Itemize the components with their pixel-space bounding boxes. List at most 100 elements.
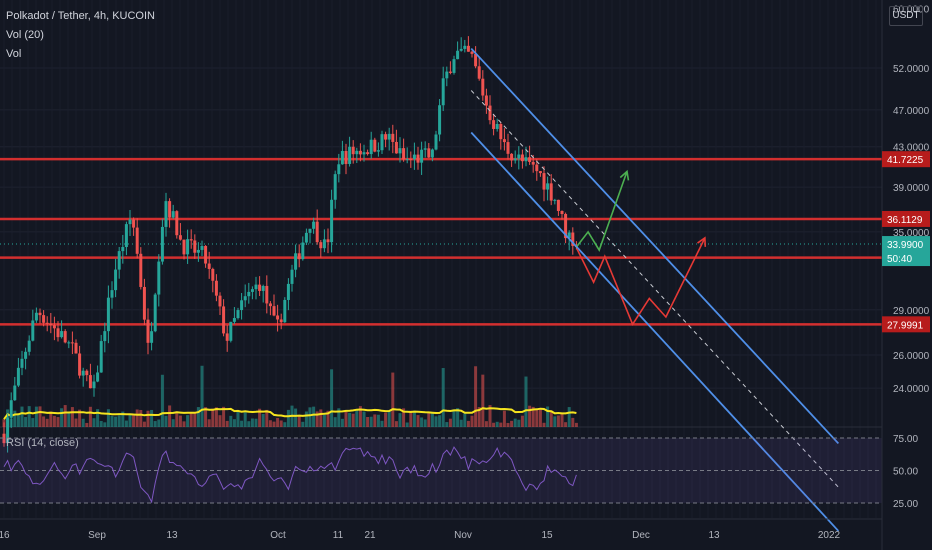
volume-label[interactable]: Vol	[6, 48, 22, 60]
price-tick-label: 24.0000	[893, 384, 930, 395]
volume-bar	[20, 406, 24, 427]
candle	[150, 331, 154, 343]
candle	[362, 152, 366, 155]
volume-bar	[394, 421, 398, 427]
candle	[358, 150, 362, 155]
volume-bar	[286, 409, 290, 427]
volume-bar	[250, 418, 254, 427]
symbol-title[interactable]: Polkadot / Tether, 4h, KUCOIN	[6, 10, 155, 22]
volume-bar	[427, 412, 431, 427]
volume-bar	[150, 409, 154, 427]
channel-mid-line	[470, 90, 839, 488]
candle	[186, 239, 190, 255]
candle	[52, 325, 56, 329]
volume-bar	[186, 415, 190, 427]
volume-bar	[387, 410, 391, 427]
volume-bar	[344, 411, 348, 427]
candle	[247, 291, 251, 297]
bar-countdown: 50:40	[887, 254, 912, 265]
candle	[96, 372, 100, 382]
volume-bar	[265, 409, 269, 427]
volume-bar	[31, 418, 35, 427]
level-price-label	[882, 210, 930, 227]
volume-bar	[463, 413, 467, 427]
candle	[250, 289, 254, 292]
candle	[124, 224, 128, 248]
volume-bar	[85, 422, 89, 427]
candle	[538, 171, 542, 174]
volume-bar	[254, 418, 258, 427]
candle	[45, 322, 49, 324]
price-axis[interactable]: 60.0000 52.0000 47.0000 43.0000 39.0000 35.00…	[881, 0, 932, 550]
candle	[70, 342, 74, 344]
volume-bar	[193, 412, 197, 427]
volume-bar	[24, 417, 28, 427]
time-tick-label: 2022	[818, 530, 841, 541]
volume-bar	[160, 374, 164, 427]
candle	[380, 134, 384, 151]
volume-bar	[348, 412, 352, 427]
volume-indicator-label[interactable]: Vol (20)	[6, 29, 44, 41]
volume-bar	[225, 420, 229, 427]
candle	[211, 268, 215, 281]
candle	[81, 370, 85, 376]
volume-bar	[366, 416, 370, 427]
candle	[88, 375, 92, 389]
currency-button[interactable]: USDT	[889, 6, 923, 26]
candle	[236, 310, 240, 319]
volume-bar	[301, 421, 305, 427]
volume-bar	[477, 406, 481, 427]
volume-bar	[135, 409, 139, 427]
candle	[225, 333, 229, 341]
candle	[114, 269, 118, 291]
volume-bar	[481, 374, 485, 427]
level-price-label	[882, 316, 930, 333]
candle	[182, 239, 186, 255]
volume-bar	[549, 410, 553, 427]
candle	[99, 341, 103, 373]
volume-bar	[211, 408, 215, 427]
rsi-label[interactable]: RSI (14, close)	[6, 437, 79, 449]
volume-bar	[240, 420, 244, 427]
candle	[567, 232, 571, 239]
candle	[340, 151, 344, 165]
candle	[517, 154, 521, 159]
support-resistance-levels[interactable]	[0, 157, 882, 326]
volume-bar	[326, 410, 330, 427]
volume-bar	[376, 414, 380, 427]
rsi-line	[3, 446, 577, 504]
volume-bar	[456, 408, 460, 427]
candle	[142, 286, 146, 320]
volume-bar	[474, 366, 478, 427]
candle	[261, 285, 265, 291]
candle	[438, 105, 442, 135]
candle	[279, 319, 283, 323]
time-tick-label: 16	[0, 530, 10, 541]
candle	[441, 78, 445, 106]
rsi-tick-label: 50.00	[893, 467, 918, 478]
candle	[294, 253, 298, 270]
candle	[157, 261, 161, 295]
volume-ma-line	[3, 407, 577, 420]
volume-bar	[146, 410, 150, 427]
volume-bar	[261, 413, 265, 427]
candle	[196, 249, 200, 253]
candle	[49, 323, 53, 326]
volume-bar	[528, 405, 532, 427]
volume-bar	[495, 421, 499, 427]
time-axis[interactable]: 16 Sep 13 Oct 11 21 Nov 15 Dec 13 2022	[0, 518, 882, 541]
volume-bar	[330, 369, 334, 427]
time-tick-label: Dec	[632, 530, 650, 541]
candle	[214, 280, 218, 296]
candle	[337, 164, 341, 175]
descending-channel[interactable]	[470, 47, 840, 532]
candle	[60, 331, 64, 338]
volume-bar	[63, 405, 67, 427]
rsi-tick-label: 25.00	[893, 499, 918, 510]
candle	[369, 139, 373, 155]
projection-arrows[interactable]	[576, 169, 707, 327]
volume-bar	[362, 411, 366, 427]
last-price-value: 33.9900	[887, 240, 924, 251]
